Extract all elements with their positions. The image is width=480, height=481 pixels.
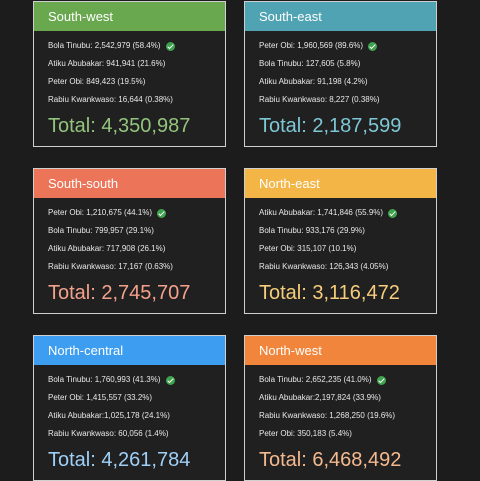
list-item: Rabiu Kwankwaso: 1,268,250 (19.6%) — [259, 407, 436, 425]
check-icon — [165, 375, 175, 385]
list-item: Bola Tinubu: 1,760,993 (41.3%) — [48, 371, 225, 389]
card-header: North-west — [245, 336, 436, 365]
list-item: Peter Obi: 1,960,569 (89.6%) — [259, 37, 436, 55]
result-text: Rabiu Kwankwaso: 8,227 (0.38%) — [259, 95, 380, 104]
check-icon — [388, 208, 398, 218]
result-text: Bola Tinubu: 127,605 (5.8%) — [259, 59, 361, 68]
list-item: Peter Obi: 350,183 (5.4%) — [259, 425, 436, 443]
list-item: Rabiu Kwankwaso: 60,056 (1.4%) — [48, 425, 225, 443]
list-item: Peter Obi: 315,107 (10.1%) — [259, 240, 436, 258]
results-list: Bola Tinubu: 2,652,235 (41.0%) Atiku Abu… — [245, 365, 436, 443]
card-header: South-west — [34, 2, 225, 31]
list-item: Rabiu Kwankwaso: 126,343 (4.05%) — [259, 258, 436, 276]
result-text: Rabiu Kwankwaso: 1,268,250 (19.6%) — [259, 411, 396, 420]
results-list: Atiku Abubakar: 1,741,846 (55.9%) Bola T… — [245, 198, 436, 276]
check-icon — [376, 375, 386, 385]
list-item: Rabiu Kwankwaso: 8,227 (0.38%) — [259, 91, 436, 109]
result-text: Peter Obi: 1,960,569 (89.6%) — [259, 41, 364, 50]
result-text: Peter Obi: 1,415,557 (33.2%) — [48, 393, 153, 402]
card-header: South-east — [245, 2, 436, 31]
result-text: Bola Tinubu: 2,542,979 (58.4%) — [48, 41, 161, 50]
list-item: Peter Obi: 849,423 (19.5%) — [48, 73, 225, 91]
card-header: South-south — [34, 169, 225, 198]
total-votes: Total: 3,116,472 — [259, 282, 400, 304]
list-item: Bola Tinubu: 933,176 (29.9%) — [259, 222, 436, 240]
region-card-north-west: North-west Bola Tinubu: 2,652,235 (41.0%… — [244, 335, 437, 481]
list-item: Rabiu Kwankwaso: 17,167 (0.63%) — [48, 258, 225, 276]
result-text: Atiku Abubakar: 941,941 (21.6%) — [48, 59, 166, 68]
total-votes: Total: 2,745,707 — [48, 282, 191, 304]
result-text: Peter Obi: 1,210,675 (44.1%) — [48, 208, 153, 217]
result-text: Bola Tinubu: 933,176 (29.9%) — [259, 226, 365, 235]
result-text: Rabiu Kwankwaso: 16,644 (0.38%) — [48, 95, 173, 104]
list-item: Atiku Abubakar: 717,908 (26.1%) — [48, 240, 225, 258]
result-text: Rabiu Kwankwaso: 17,167 (0.63%) — [48, 262, 173, 271]
list-item: Bola Tinubu: 2,652,235 (41.0%) — [259, 371, 436, 389]
results-list: Peter Obi: 1,960,569 (89.6%) Bola Tinubu… — [245, 31, 436, 109]
region-card-north-central: North-central Bola Tinubu: 1,760,993 (41… — [33, 335, 226, 481]
result-text: Atiku Abubakar:2,197,824 (33.9%) — [259, 393, 381, 402]
result-text: Bola Tinubu: 1,760,993 (41.3%) — [48, 375, 161, 384]
region-card-south-east: South-east Peter Obi: 1,960,569 (89.6%) … — [244, 1, 437, 147]
results-list: Bola Tinubu: 2,542,979 (58.4%) Atiku Abu… — [34, 31, 225, 109]
list-item: Atiku Abubakar:1,025,178 (24.1%) — [48, 407, 225, 425]
region-card-north-east: North-east Atiku Abubakar: 1,741,846 (55… — [244, 168, 437, 314]
total-votes: Total: 6,468,492 — [259, 449, 402, 471]
result-text: Peter Obi: 315,107 (10.1%) — [259, 244, 357, 253]
result-text: Rabiu Kwankwaso: 126,343 (4.05%) — [259, 262, 389, 271]
results-list: Bola Tinubu: 1,760,993 (41.3%) Peter Obi… — [34, 365, 225, 443]
check-icon — [157, 208, 167, 218]
result-text: Bola Tinubu: 799,957 (29.1%) — [48, 226, 154, 235]
card-header: North-central — [34, 336, 225, 365]
list-item: Bola Tinubu: 799,957 (29.1%) — [48, 222, 225, 240]
list-item: Atiku Abubakar: 941,941 (21.6%) — [48, 55, 225, 73]
list-item: Atiku Abubakar: 91,198 (4.2%) — [259, 73, 436, 91]
check-icon — [165, 41, 175, 51]
result-text: Atiku Abubakar: 717,908 (26.1%) — [48, 244, 166, 253]
result-text: Atiku Abubakar:1,025,178 (24.1%) — [48, 411, 170, 420]
list-item: Atiku Abubakar: 1,741,846 (55.9%) — [259, 204, 436, 222]
result-text: Peter Obi: 350,183 (5.4%) — [259, 429, 352, 438]
list-item: Peter Obi: 1,415,557 (33.2%) — [48, 389, 225, 407]
result-text: Bola Tinubu: 2,652,235 (41.0%) — [259, 375, 372, 384]
list-item: Atiku Abubakar:2,197,824 (33.9%) — [259, 389, 436, 407]
check-icon — [368, 41, 378, 51]
total-votes: Total: 4,350,987 — [48, 115, 191, 137]
result-text: Rabiu Kwankwaso: 60,056 (1.4%) — [48, 429, 169, 438]
result-text: Peter Obi: 849,423 (19.5%) — [48, 77, 146, 86]
total-votes: Total: 4,261,784 — [48, 449, 191, 471]
results-list: Peter Obi: 1,210,675 (44.1%) Bola Tinubu… — [34, 198, 225, 276]
region-card-south-west: South-west Bola Tinubu: 2,542,979 (58.4%… — [33, 1, 226, 147]
result-text: Atiku Abubakar: 1,741,846 (55.9%) — [259, 208, 384, 217]
total-votes: Total: 2,187,599 — [259, 115, 402, 137]
card-header: North-east — [245, 169, 436, 198]
list-item: Rabiu Kwankwaso: 16,644 (0.38%) — [48, 91, 225, 109]
result-text: Atiku Abubakar: 91,198 (4.2%) — [259, 77, 368, 86]
list-item: Bola Tinubu: 2,542,979 (58.4%) — [48, 37, 225, 55]
list-item: Peter Obi: 1,210,675 (44.1%) — [48, 204, 225, 222]
list-item: Bola Tinubu: 127,605 (5.8%) — [259, 55, 436, 73]
region-card-south-south: South-south Peter Obi: 1,210,675 (44.1%)… — [33, 168, 226, 314]
